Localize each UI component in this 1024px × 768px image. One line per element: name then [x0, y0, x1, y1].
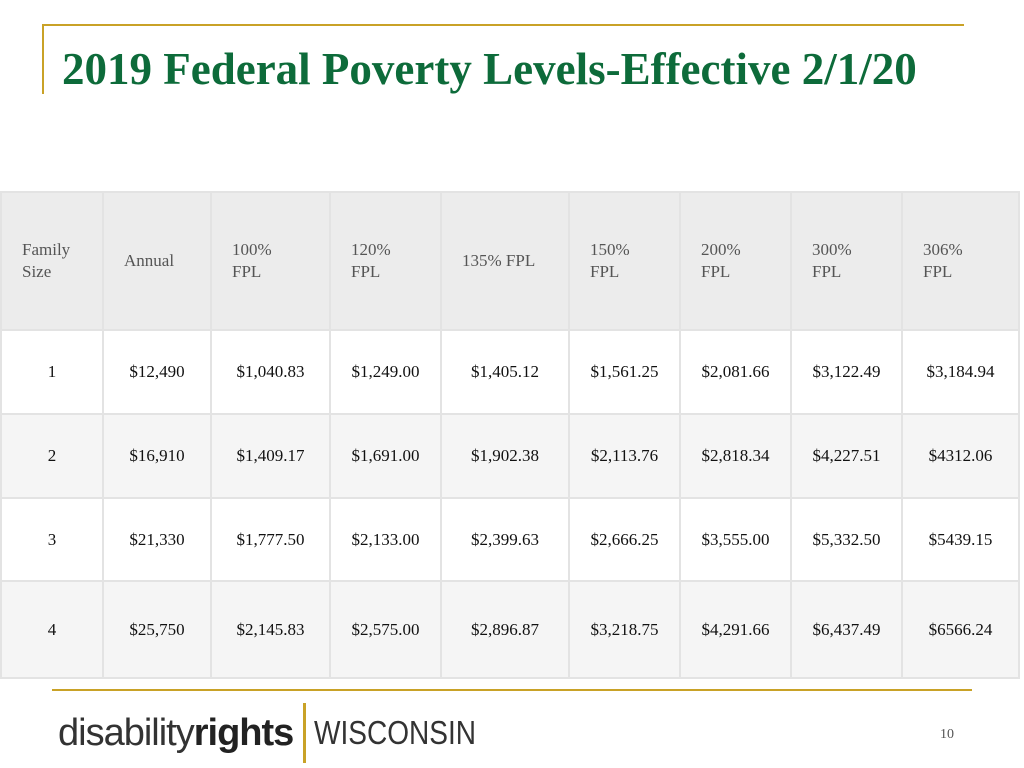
logo-text-rights: rights [193, 711, 295, 754]
header-200-fpl: 200% FPL [679, 191, 792, 331]
header-135-fpl: 135% FPL [440, 191, 570, 331]
cell-family-size: 2 [0, 413, 104, 499]
cell-120-fpl: $1,691.00 [329, 413, 442, 499]
cell-100-fpl: $1,040.83 [210, 329, 331, 415]
logo-divider [303, 703, 307, 763]
cell-family-size: 1 [0, 329, 104, 415]
cell-150-fpl: $1,561.25 [568, 329, 681, 415]
cell-100-fpl: $2,145.83 [210, 580, 331, 679]
cell-300-fpl: $5,332.50 [790, 497, 903, 582]
footer-rule [52, 689, 972, 691]
cell-family-size: 4 [0, 580, 104, 679]
table-row: 2 $16,910 $1,409.17 $1,691.00 $1,902.38 … [0, 413, 1020, 499]
logo-text-wisconsin: WISCONSIN [314, 714, 477, 751]
cell-200-fpl: $2,081.66 [679, 329, 792, 415]
header-150-fpl: 150% FPL [568, 191, 681, 331]
header-100-fpl: 100% FPL [210, 191, 331, 331]
table-row: 4 $25,750 $2,145.83 $2,575.00 $2,896.87 … [0, 580, 1020, 679]
header-annual: Annual [102, 191, 212, 331]
cell-135-fpl: $1,405.12 [440, 329, 570, 415]
header-family-size: Family Size [0, 191, 104, 331]
table-row: 1 $12,490 $1,040.83 $1,249.00 $1,405.12 … [0, 329, 1020, 415]
cell-120-fpl: $1,249.00 [329, 329, 442, 415]
cell-300-fpl: $4,227.51 [790, 413, 903, 499]
table-header-row: Family Size Annual 100% FPL 120% FPL 135… [0, 191, 1020, 331]
cell-135-fpl: $2,896.87 [440, 580, 570, 679]
cell-120-fpl: $2,575.00 [329, 580, 442, 679]
title-top-rule [42, 24, 964, 26]
cell-306-fpl: $5439.15 [901, 497, 1020, 582]
fpl-table: Family Size Annual 100% FPL 120% FPL 135… [0, 191, 1020, 679]
cell-annual: $25,750 [102, 580, 212, 679]
cell-annual: $16,910 [102, 413, 212, 499]
cell-annual: $21,330 [102, 497, 212, 582]
cell-100-fpl: $1,409.17 [210, 413, 331, 499]
cell-300-fpl: $3,122.49 [790, 329, 903, 415]
header-120-fpl: 120% FPL [329, 191, 442, 331]
cell-150-fpl: $3,218.75 [568, 580, 681, 679]
page-number: 10 [940, 727, 954, 742]
cell-family-size: 3 [0, 497, 104, 582]
cell-306-fpl: $3,184.94 [901, 329, 1020, 415]
cell-100-fpl: $1,777.50 [210, 497, 331, 582]
cell-150-fpl: $2,666.25 [568, 497, 681, 582]
cell-200-fpl: $4,291.66 [679, 580, 792, 679]
cell-200-fpl: $3,555.00 [679, 497, 792, 582]
disability-rights-wisconsin-logo: disability rights WISCONSIN [58, 700, 505, 766]
slide-title: 2019 Federal Poverty Levels-Effective 2/… [62, 44, 917, 94]
cell-135-fpl: $1,902.38 [440, 413, 570, 499]
cell-120-fpl: $2,133.00 [329, 497, 442, 582]
cell-300-fpl: $6,437.49 [790, 580, 903, 679]
cell-135-fpl: $2,399.63 [440, 497, 570, 582]
cell-150-fpl: $2,113.76 [568, 413, 681, 499]
cell-annual: $12,490 [102, 329, 212, 415]
header-306-fpl: 306% FPL [901, 191, 1020, 331]
header-300-fpl: 300% FPL [790, 191, 903, 331]
logo-text-disability: disability [58, 711, 195, 754]
cell-306-fpl: $6566.24 [901, 580, 1020, 679]
title-left-rule [42, 24, 44, 94]
table-row: 3 $21,330 $1,777.50 $2,133.00 $2,399.63 … [0, 497, 1020, 582]
cell-200-fpl: $2,818.34 [679, 413, 792, 499]
cell-306-fpl: $4312.06 [901, 413, 1020, 499]
